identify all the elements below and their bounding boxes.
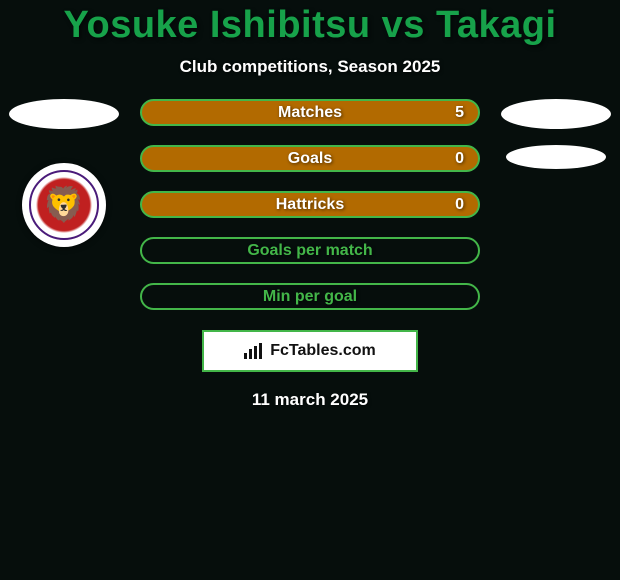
club-crest: 🦁 (22, 163, 106, 247)
comparison-panel: 🦁 Matches 5 Goals 0 Hattricks 0 Goals per matc… (10, 99, 610, 410)
stat-bar: Matches 5 (140, 99, 480, 126)
stat-bar-value: 5 (455, 104, 464, 122)
stat-bar: Hattricks 0 (140, 191, 480, 218)
attribution-text: FcTables.com (270, 342, 376, 360)
player-photo-placeholder-right-2 (506, 145, 606, 169)
date-label: 11 march 2025 (10, 390, 610, 410)
right-decorations (496, 99, 616, 169)
stat-bar: Goals 0 (140, 145, 480, 172)
stat-bars: Matches 5 Goals 0 Hattricks 0 Goals per match M… (140, 99, 480, 310)
stat-bar-value: 0 (455, 150, 464, 168)
player-photo-placeholder-left (9, 99, 119, 129)
left-decorations: 🦁 (4, 99, 124, 247)
page-subtitle: Club competitions, Season 2025 (10, 57, 610, 77)
stat-bar: Goals per match (140, 237, 480, 264)
club-crest-inner: 🦁 (29, 170, 99, 240)
stat-bar-label: Hattricks (276, 196, 344, 214)
crest-glyph: 🦁 (43, 188, 85, 222)
player-photo-placeholder-right-1 (501, 99, 611, 129)
stat-bar: Min per goal (140, 283, 480, 310)
bars-icon (244, 343, 264, 359)
stat-bar-label: Min per goal (263, 288, 357, 306)
stat-bar-label: Matches (278, 104, 342, 122)
stat-bar-value: 0 (455, 196, 464, 214)
page-title: Yosuke Ishibitsu vs Takagi (10, 4, 610, 47)
stat-bar-label: Goals per match (247, 242, 372, 260)
attribution-box: FcTables.com (202, 330, 418, 372)
stat-bar-label: Goals (288, 150, 332, 168)
